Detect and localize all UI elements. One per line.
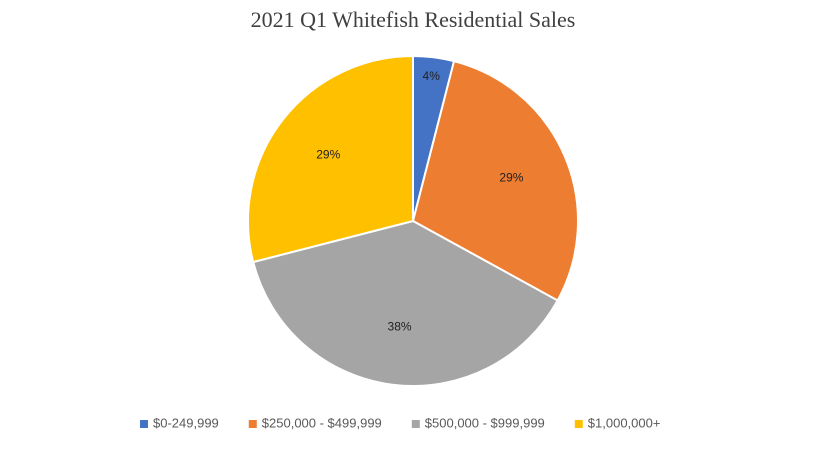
data-label: 29% [316,147,340,161]
data-label: 38% [388,320,412,334]
legend-label: $500,000 - $999,999 [425,415,545,430]
pie-slice [247,54,414,264]
legend-swatch [574,420,583,428]
legend-swatch [248,420,257,428]
pie-slice [411,59,579,302]
data-label: 29% [499,171,523,185]
chart-title: 2021 Q1 Whitefish Residential Sales [251,7,576,32]
legend-swatch [411,420,420,428]
legend-label: $0-249,999 [153,415,219,430]
data-label: 4% [423,69,441,83]
legend-label: $250,000 - $499,999 [262,415,382,430]
legend-swatch [140,420,148,428]
legend-label: $1,000,000+ [588,415,661,430]
pie-slice [251,219,559,387]
